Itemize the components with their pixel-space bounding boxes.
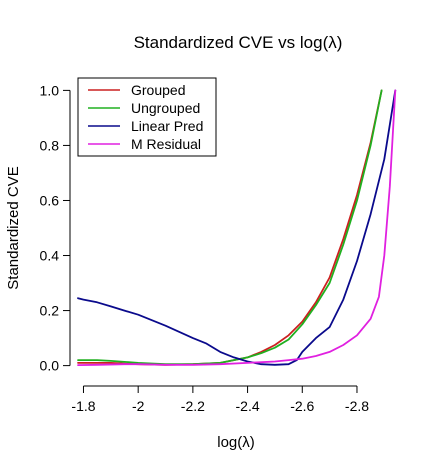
x-tick-label: -2.4 bbox=[236, 398, 260, 414]
chart-title: Standardized CVE vs log(λ) bbox=[134, 33, 343, 52]
legend-label-grouped: Grouped bbox=[131, 82, 185, 98]
axes: -1.8 -2 -2.2 -2.4 -2.6 -2.8 0.0 0.2 0.4 0.6 0.8 1.0 bbox=[40, 82, 370, 414]
x-tick-label: -1.8 bbox=[71, 398, 95, 414]
y-tick-label: 0.0 bbox=[40, 358, 60, 374]
y-tick-label: 0.2 bbox=[40, 303, 60, 319]
y-tick-label: 0.8 bbox=[40, 137, 60, 153]
legend-label-linear-pred: Linear Pred bbox=[131, 118, 203, 134]
x-tick-label: -2.8 bbox=[345, 398, 369, 414]
x-tick-label: -2 bbox=[132, 398, 145, 414]
series-line-m-residual bbox=[77, 89, 397, 367]
x-axis-label: log(λ) bbox=[217, 434, 255, 451]
legend: Grouped Ungrouped Linear Pred M Residual bbox=[77, 77, 217, 157]
legend-box bbox=[77, 77, 217, 157]
legend-label-m-residual: M Residual bbox=[131, 136, 201, 152]
y-axis-label: Standardized CVE bbox=[5, 166, 22, 289]
x-tick-label: -2.2 bbox=[181, 398, 205, 414]
y-tick-label: 0.4 bbox=[40, 248, 60, 264]
y-tick-label: 1.0 bbox=[40, 82, 60, 98]
x-tick-label: -2.6 bbox=[290, 398, 314, 414]
legend-label-ungrouped: Ungrouped bbox=[131, 100, 200, 116]
y-tick-label: 0.6 bbox=[40, 192, 60, 208]
series-line-ungrouped bbox=[77, 89, 383, 366]
series-layer bbox=[77, 89, 397, 367]
